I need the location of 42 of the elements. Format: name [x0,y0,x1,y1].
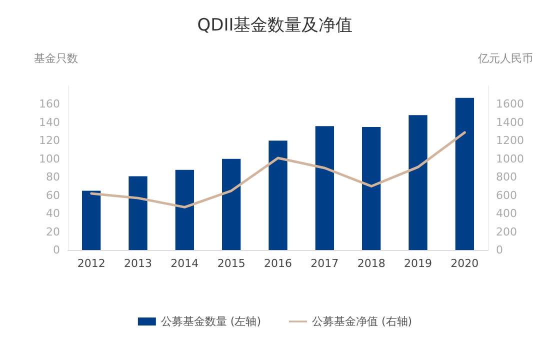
bar [455,98,474,250]
y2-tick-label: 1000 [496,152,524,166]
bar [408,115,428,250]
y2-tick-label: 1200 [496,134,524,148]
y2-tick-label: 0 [496,244,503,256]
y2-tick-label: 1600 [496,98,524,111]
x-tick-label: 2017 [310,257,339,270]
legend-label: 公募基金数量 (左轴) [160,315,262,328]
bar [222,158,241,250]
x-tick-label: 2018 [357,257,386,270]
bar [315,126,334,250]
x-tick-label: 2016 [264,257,292,270]
y-tick-label: 20 [46,225,60,238]
x-tick-label: 2014 [170,257,199,270]
x-tick-label: 2019 [404,257,432,270]
y-tick-label: 60 [46,188,60,202]
y-tick-label: 40 [46,207,60,220]
legend-label: 公募基金净值 (右轴) [312,315,412,328]
line-series [90,131,466,208]
y2-tick-label: 800 [496,170,517,184]
y2-axis-title: 亿元人民币 [477,52,533,65]
y-tick-label: 0 [53,244,60,256]
x-tick-label: 2015 [217,257,246,270]
y2-tick-label: 600 [496,188,517,202]
x-tick-label: 2020 [450,257,479,270]
y-tick-label: 100 [39,152,60,166]
y-tick-label: 140 [39,116,60,129]
x-tick-label: 2012 [77,257,106,270]
y-axis-title: 基金只数 [34,52,78,65]
y-tick-label: 80 [46,170,60,184]
y2-tick-label: 1400 [496,116,524,129]
y2-tick-label: 200 [496,225,517,238]
x-tick-label: 2013 [124,257,152,270]
bar [82,190,101,250]
bar [128,176,148,250]
chart-title: QDII基金数量及净值 [197,16,353,36]
y2-tick-label: 400 [496,207,517,220]
bar [175,170,194,250]
bar [362,127,381,250]
y-tick-label: 160 [39,98,60,111]
bar [268,140,288,250]
y-tick-label: 120 [39,134,60,148]
